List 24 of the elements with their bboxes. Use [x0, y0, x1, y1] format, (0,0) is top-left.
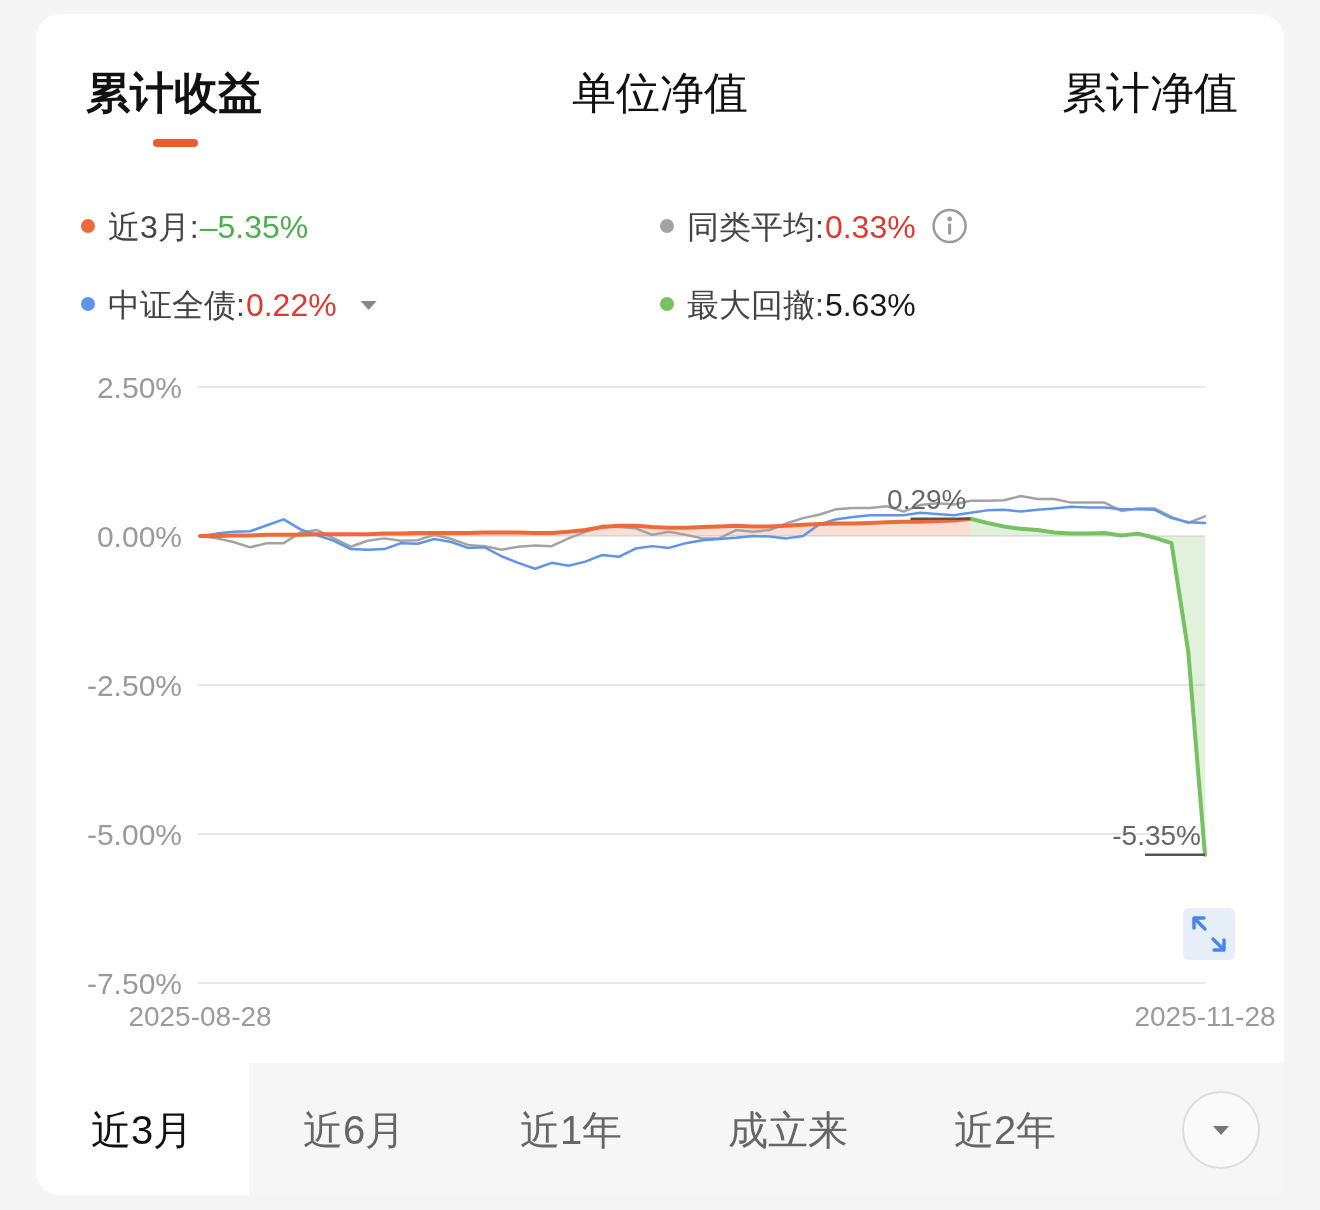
x-tick-label: 2025-11-28 [1134, 1001, 1276, 1033]
y-tick-label: -7.50% [86, 966, 182, 1000]
legend-label: 近3月: [108, 208, 199, 245]
text: 累计净值 [1062, 68, 1238, 117]
chart-title: 累计收益 [86, 68, 262, 117]
text: 近3月 [90, 1108, 194, 1153]
x-tick-label: 2025-08-28 [128, 1001, 272, 1033]
legend-label: 最大回撤: [687, 286, 824, 323]
legend-label: 同类平均: [687, 208, 824, 245]
y-tick-label: 2.50% [96, 370, 182, 404]
text: 单位净值 [572, 68, 748, 117]
text: 成立来 [728, 1108, 848, 1153]
text: –5.35% [199, 208, 309, 245]
text: 0.33% [824, 208, 916, 245]
data-label: -5.35% [1112, 819, 1201, 851]
text: 5.63% [824, 286, 916, 323]
y-tick-label: 0.00% [96, 519, 182, 553]
text: 近6月 [302, 1108, 406, 1153]
text: 近1年 [519, 1108, 623, 1153]
y-tick-label: -2.50% [86, 668, 182, 702]
text: 近2年 [953, 1108, 1057, 1153]
legend-label: 中证全债: [108, 286, 245, 323]
text: 0.22% [245, 286, 337, 323]
y-tick-label: -5.00% [86, 817, 182, 851]
